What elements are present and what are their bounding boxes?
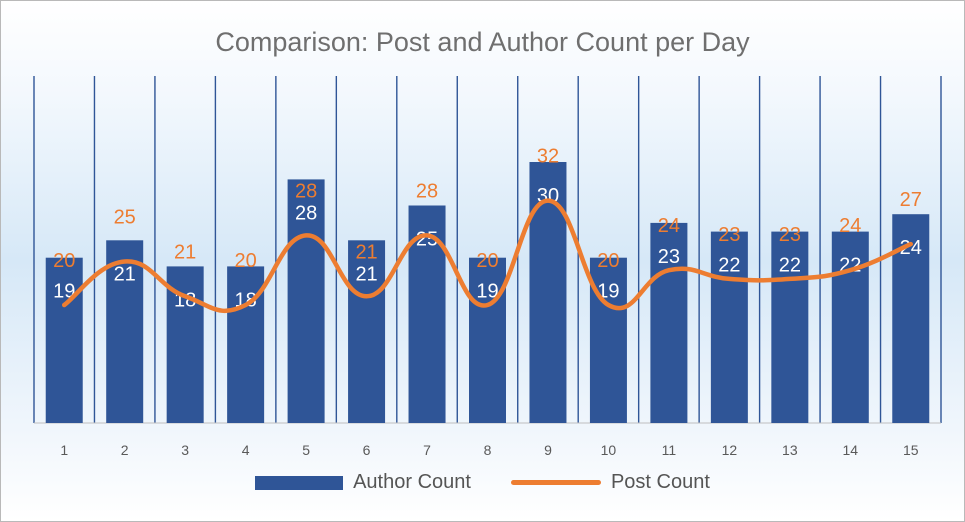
line-data-label: 21 — [174, 241, 196, 263]
x-tick-label: 3 — [181, 442, 189, 458]
chart-title: Comparison: Post and Author Count per Da… — [215, 27, 750, 57]
bar — [650, 222, 688, 423]
bar — [831, 231, 869, 423]
line-data-label: 20 — [597, 250, 619, 272]
legend-swatch-post-count — [510, 480, 601, 485]
bar-data-label: 19 — [476, 281, 498, 303]
bar-data-label: 22 — [779, 255, 801, 277]
bar-data-label: 28 — [295, 202, 317, 224]
legend-item-author-count: Author Count — [255, 471, 471, 494]
x-tick-label: 6 — [363, 442, 371, 458]
legend: Author Count Post Count — [1, 471, 964, 494]
bar-data-label: 22 — [718, 255, 740, 277]
x-tick-label: 7 — [423, 442, 431, 458]
line-data-label: 20 — [235, 250, 257, 272]
legend-label-post-count: Post Count — [610, 471, 710, 493]
bar-data-label: 21 — [355, 263, 377, 285]
line-data-label: 28 — [416, 180, 438, 202]
bar-data-label: 24 — [900, 237, 922, 259]
x-tick-label: 13 — [782, 442, 798, 458]
line-data-label: 32 — [537, 146, 559, 168]
bar — [287, 179, 325, 423]
x-tick-label: 14 — [843, 442, 859, 458]
bar — [771, 231, 809, 423]
line-data-label: 23 — [779, 224, 801, 246]
bar — [45, 257, 83, 423]
line-data-label: 28 — [295, 180, 317, 202]
x-tick-label: 15 — [903, 442, 919, 458]
x-tick-label: 9 — [544, 442, 552, 458]
x-tick-label: 8 — [484, 442, 492, 458]
legend-item-post-count: Post Count — [510, 471, 710, 494]
bar — [469, 257, 506, 423]
bar — [106, 240, 144, 423]
legend-swatch-author-count — [255, 475, 344, 490]
bar — [589, 257, 627, 423]
post-count-line — [61, 198, 914, 314]
line-data-label: 20 — [53, 250, 75, 272]
x-tick-label: 2 — [121, 442, 129, 458]
bar-data-label: 23 — [658, 246, 680, 268]
line-data-label: 27 — [900, 189, 922, 211]
x-tick-label: 11 — [662, 442, 677, 458]
x-tick-label: 12 — [722, 442, 738, 458]
line-data-label: 25 — [114, 207, 136, 229]
x-tick-label: 5 — [302, 442, 310, 458]
bar — [348, 240, 386, 423]
x-tick-label: 10 — [601, 442, 617, 458]
line-data-label: 21 — [355, 241, 377, 263]
bar — [710, 231, 748, 423]
bar-data-label: 21 — [114, 263, 136, 285]
legend-label-author-count: Author Count — [353, 471, 471, 493]
line-data-label: 23 — [718, 224, 740, 246]
line-data-label: 20 — [476, 250, 498, 272]
line-data-label: 24 — [658, 215, 680, 237]
line-data-label: 24 — [839, 215, 861, 237]
x-tick-label: 4 — [242, 442, 250, 458]
x-tick-label: 1 — [60, 442, 68, 458]
